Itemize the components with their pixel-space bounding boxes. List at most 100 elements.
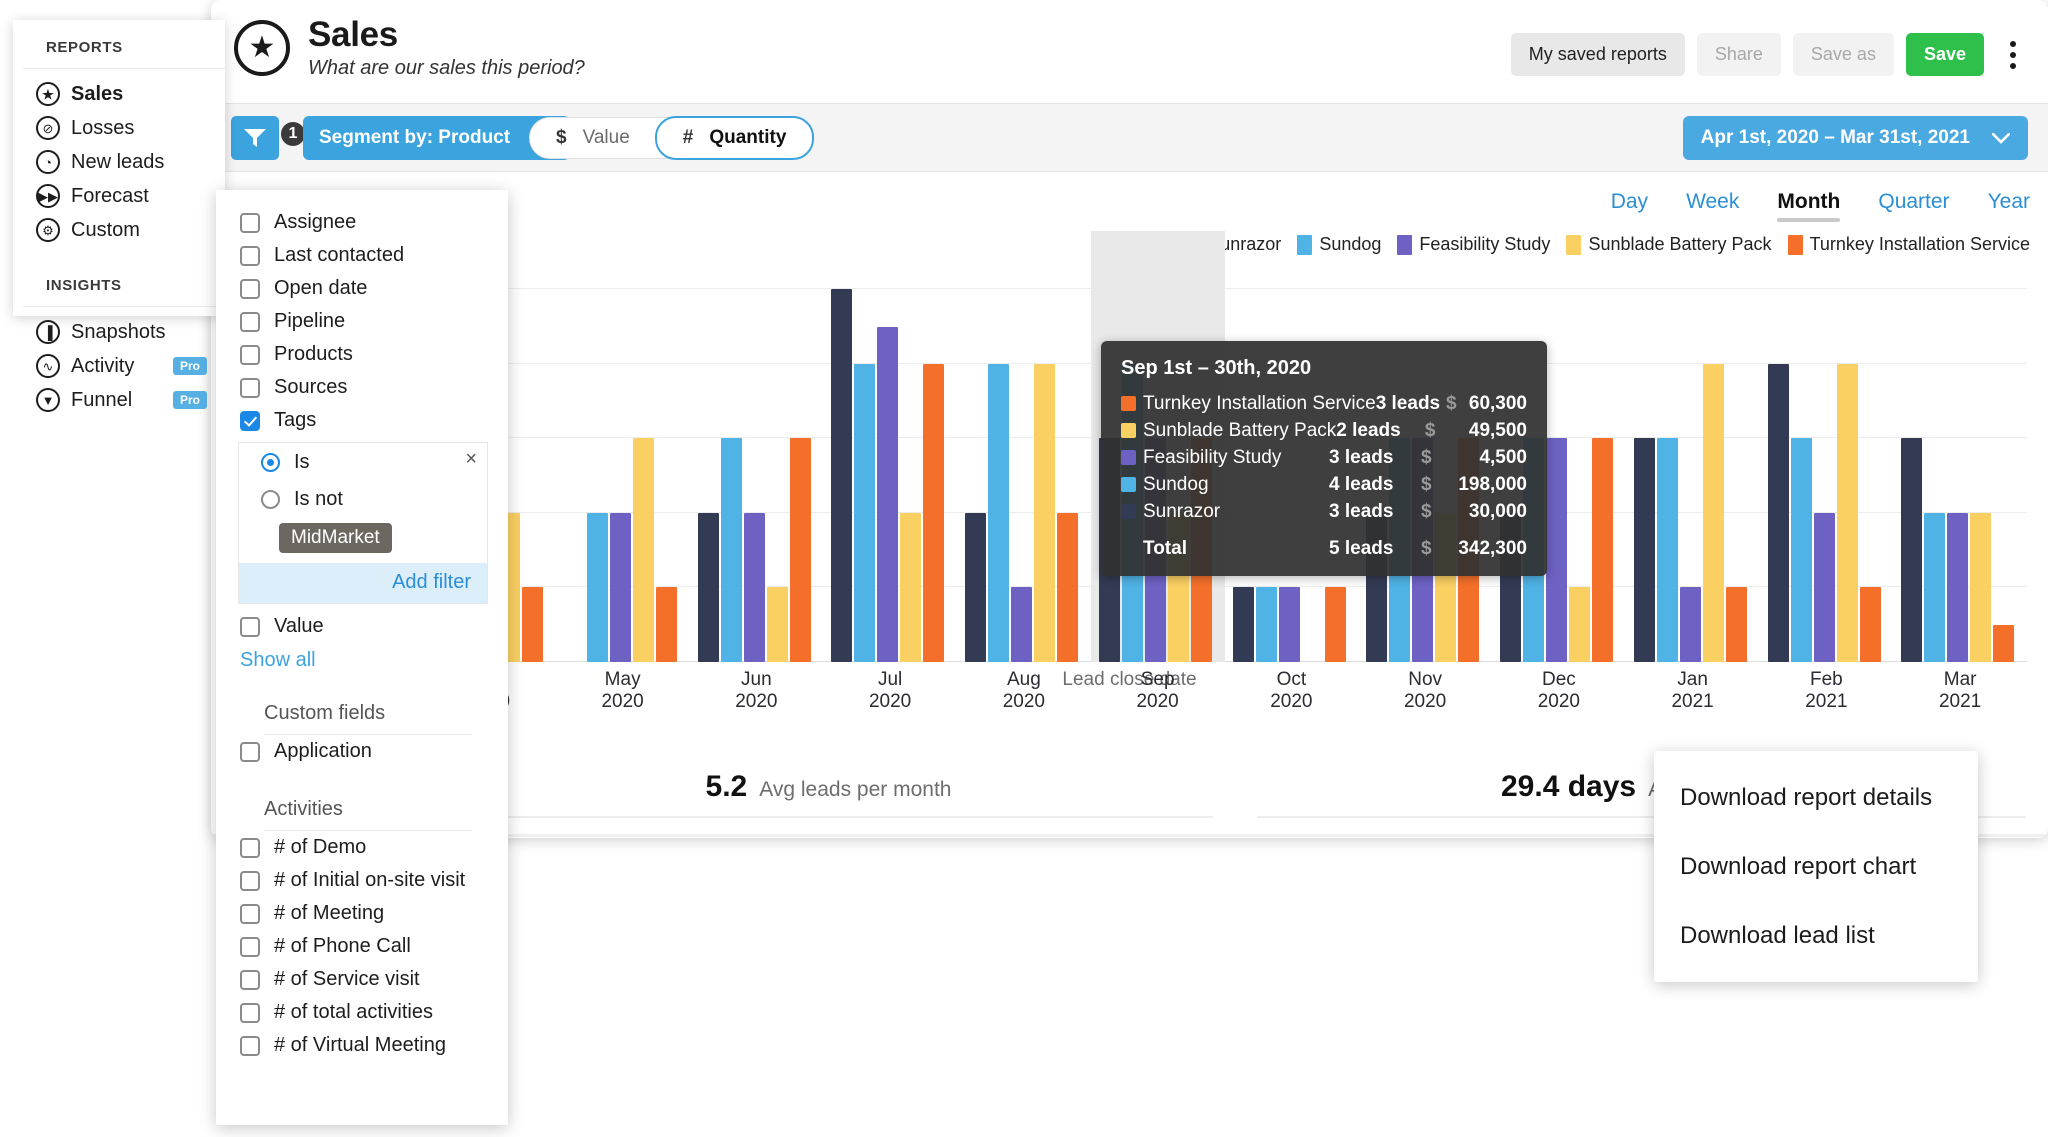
bar[interactable]: [900, 512, 922, 662]
bar[interactable]: [655, 587, 677, 662]
filter-field-sources[interactable]: Sources: [216, 371, 508, 404]
bar[interactable]: [1725, 587, 1747, 662]
bar[interactable]: [609, 512, 631, 662]
bar[interactable]: [831, 289, 853, 662]
bar[interactable]: [743, 512, 765, 662]
bar[interactable]: [988, 363, 1009, 662]
bar-group[interactable]: Jan 2021: [1626, 267, 1760, 712]
bar[interactable]: [1592, 438, 1613, 662]
granularity-tab-day[interactable]: Day: [1610, 190, 1649, 213]
filter-field-products[interactable]: Products: [216, 338, 508, 371]
granularity-tab-quarter[interactable]: Quarter: [1878, 190, 1950, 213]
bar[interactable]: [1859, 587, 1881, 662]
filter-field-open-date[interactable]: Open date: [216, 272, 508, 305]
bar[interactable]: [1947, 512, 1969, 662]
activity-field-of-demo[interactable]: # of Demo: [216, 831, 508, 864]
filter-radio-is-not[interactable]: Is not: [239, 480, 487, 517]
filter-radio-is[interactable]: Is: [239, 443, 487, 480]
sidebar-item-losses[interactable]: ⊘ Losses: [13, 111, 225, 145]
bar[interactable]: [1656, 438, 1678, 662]
filter-field-tags[interactable]: Tags: [216, 404, 508, 437]
sidebar-item-funnel[interactable]: ▼ Funnel Pro: [13, 383, 225, 417]
activity-field-of-phone-call[interactable]: # of Phone Call: [216, 930, 508, 963]
legend-item[interactable]: Sunblade Battery Pack: [1566, 234, 1772, 255]
activity-field-of-initial-on-site-visit[interactable]: # of Initial on-site visit: [216, 864, 508, 897]
date-range-picker[interactable]: Apr 1st, 2020 – Mar 31st, 2021: [1682, 116, 2028, 160]
sidebar-item-activity[interactable]: ∿ Activity Pro: [13, 349, 225, 383]
bar-group[interactable]: Oct 2020: [1225, 267, 1359, 712]
activity-field-of-total-activities[interactable]: # of total activities: [216, 996, 508, 1029]
bar[interactable]: [1633, 438, 1655, 662]
bar[interactable]: [1034, 363, 1055, 662]
activity-field-of-meeting[interactable]: # of Meeting: [216, 897, 508, 930]
bar-group[interactable]: Jun 2020: [690, 267, 824, 712]
legend-item[interactable]: Sundog: [1297, 234, 1381, 255]
bar[interactable]: [965, 512, 986, 662]
bar[interactable]: [632, 438, 654, 662]
bar[interactable]: [697, 512, 719, 662]
bar[interactable]: [854, 363, 876, 662]
granularity-tab-month[interactable]: Month: [1777, 190, 1840, 222]
filter-button[interactable]: 1: [231, 116, 307, 160]
bar[interactable]: [1057, 512, 1078, 662]
bar-group[interactable]: May 2020: [556, 267, 690, 712]
bar[interactable]: [1993, 624, 2015, 662]
bar[interactable]: [1679, 587, 1701, 662]
legend-item[interactable]: Feasibility Study: [1397, 234, 1550, 255]
bar[interactable]: [1767, 363, 1789, 662]
activity-field-of-service-visit[interactable]: # of Service visit: [216, 963, 508, 996]
save-button[interactable]: Save: [1905, 33, 1984, 76]
bar[interactable]: [1232, 587, 1254, 662]
bar[interactable]: [789, 438, 811, 662]
sidebar-item-snapshots[interactable]: ▐ Snapshots: [13, 315, 225, 349]
filter-field-last-contacted[interactable]: Last contacted: [216, 239, 508, 272]
sidebar-item-sales[interactable]: ★ Sales: [13, 77, 225, 111]
bar-group[interactable]: Aug 2020: [957, 267, 1091, 712]
save-as-button[interactable]: Save as: [1792, 33, 1894, 76]
bar[interactable]: [1813, 512, 1835, 662]
add-filter-link[interactable]: Add filter: [239, 563, 487, 603]
tag-chip[interactable]: MidMarket: [279, 523, 392, 553]
filter-field-value[interactable]: Value: [216, 610, 508, 643]
measure-quantity-option[interactable]: # Quantity: [654, 116, 815, 160]
bar[interactable]: [1702, 363, 1724, 662]
granularity-tab-year[interactable]: Year: [1987, 190, 2030, 213]
my-saved-reports-button[interactable]: My saved reports: [1510, 33, 1685, 76]
show-all-link[interactable]: Show all: [240, 649, 316, 671]
filter-field-assignee[interactable]: Assignee: [216, 206, 508, 239]
bar[interactable]: [1970, 512, 1992, 662]
sidebar-item-new-leads[interactable]: ◔ New leads: [13, 145, 225, 179]
granularity-tab-week[interactable]: Week: [1686, 190, 1740, 213]
close-icon[interactable]: ×: [465, 448, 477, 470]
sidebar-item-forecast[interactable]: ▶▶ Forecast: [13, 179, 225, 213]
segment-by-dropdown[interactable]: Segment by: Product: [303, 116, 571, 160]
bar[interactable]: [1546, 438, 1567, 662]
legend-item[interactable]: Turnkey Installation Service: [1787, 234, 2030, 255]
bar[interactable]: [1324, 587, 1346, 662]
bar[interactable]: [1569, 587, 1590, 662]
bar[interactable]: [923, 363, 945, 662]
bar[interactable]: [1836, 363, 1858, 662]
bar[interactable]: [522, 587, 543, 662]
bar[interactable]: [1924, 512, 1946, 662]
sidebar-item-custom[interactable]: ⚙ Custom: [13, 213, 225, 247]
bar[interactable]: [1011, 587, 1032, 662]
download-menu-item[interactable]: Download lead list: [1680, 921, 1875, 949]
bar[interactable]: [720, 438, 742, 662]
filter-field-pipeline[interactable]: Pipeline: [216, 305, 508, 338]
bar[interactable]: [1278, 587, 1300, 662]
bar[interactable]: [766, 587, 788, 662]
bar[interactable]: [877, 326, 899, 662]
bar-group[interactable]: Mar 2021: [1893, 267, 2027, 712]
more-options-icon[interactable]: [1998, 33, 2028, 76]
activity-field-of-virtual-meeting[interactable]: # of Virtual Meeting: [216, 1029, 508, 1062]
bar[interactable]: [586, 512, 608, 662]
download-menu-item[interactable]: Download report details: [1680, 783, 1933, 811]
custom-field-application[interactable]: Application: [216, 735, 508, 768]
measure-value-option[interactable]: $ Value: [530, 117, 656, 159]
bar[interactable]: [1255, 587, 1277, 662]
download-menu-item[interactable]: Download report chart: [1680, 852, 1917, 880]
bar-group[interactable]: Feb 2021: [1760, 267, 1894, 712]
bar-group[interactable]: Jul 2020: [823, 267, 957, 712]
bar[interactable]: [1901, 438, 1923, 662]
